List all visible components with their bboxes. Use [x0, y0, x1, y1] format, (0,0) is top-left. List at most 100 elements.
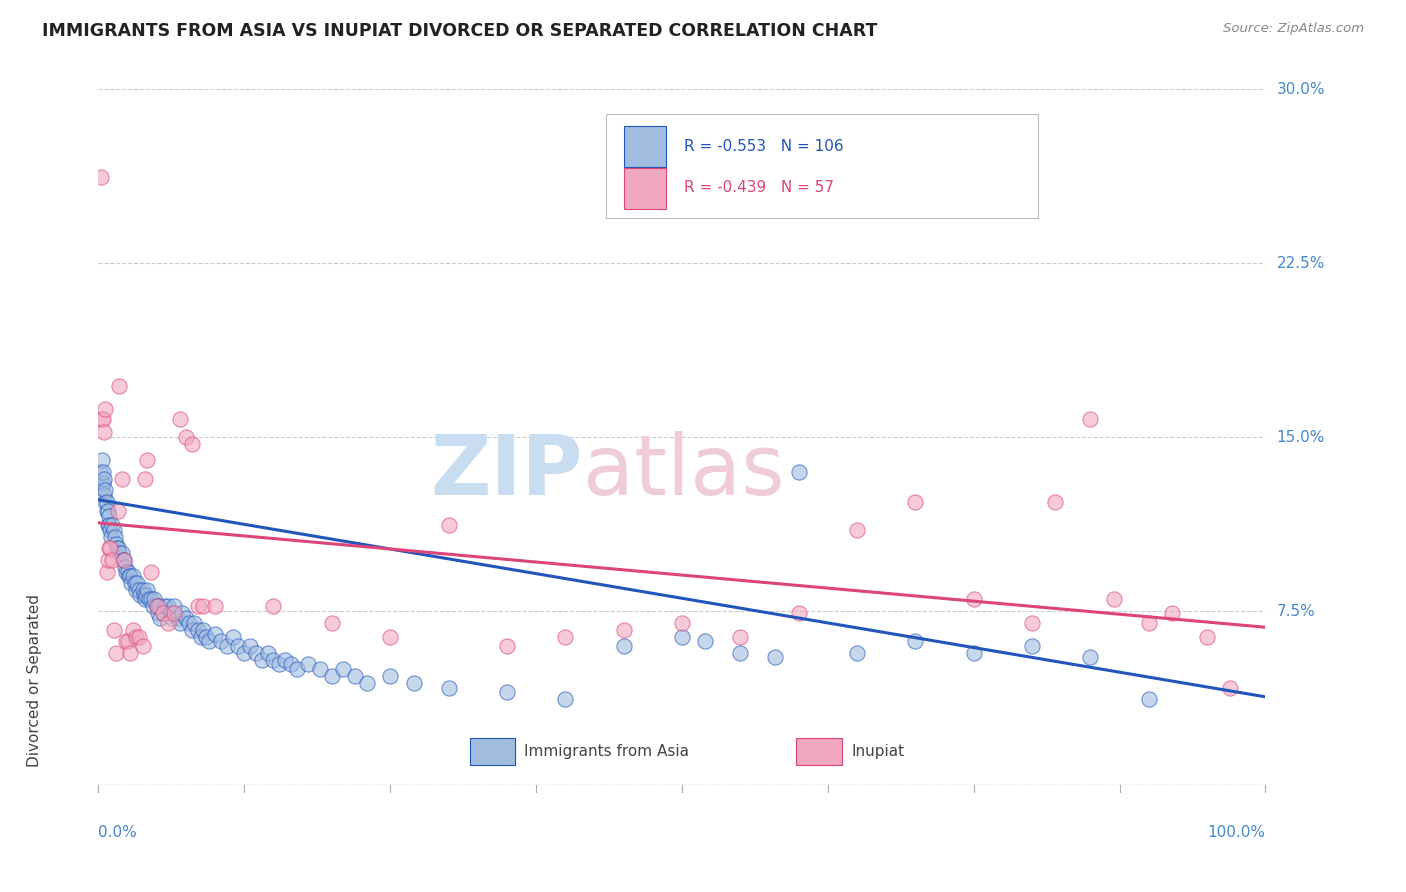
Point: [163, 607, 186, 621]
Point: [132, 639, 155, 653]
Text: ZIP: ZIP: [430, 432, 582, 512]
Point: [142, 599, 165, 614]
Point: [132, 588, 155, 602]
Point: [1137, 615, 1160, 630]
Point: [285, 662, 308, 676]
Point: [91, 465, 114, 479]
Point: [134, 472, 156, 486]
Point: [671, 630, 693, 644]
FancyBboxPatch shape: [796, 738, 842, 765]
Point: [97, 508, 120, 523]
Point: [1137, 692, 1160, 706]
Point: [97, 518, 120, 533]
Point: [94, 483, 117, 498]
Point: [132, 583, 155, 598]
Point: [612, 623, 634, 637]
Point: [96, 504, 118, 518]
Point: [135, 588, 157, 602]
Point: [128, 583, 150, 598]
Point: [157, 615, 180, 630]
Point: [149, 611, 172, 625]
Point: [297, 657, 319, 672]
Point: [262, 653, 284, 667]
Point: [215, 639, 238, 653]
Point: [104, 537, 127, 551]
Point: [91, 476, 114, 491]
Text: R = -0.439   N = 57: R = -0.439 N = 57: [685, 180, 834, 195]
Point: [125, 630, 148, 644]
Point: [117, 634, 139, 648]
Point: [378, 630, 402, 644]
Point: [115, 634, 138, 648]
Point: [1195, 630, 1218, 644]
Point: [1161, 607, 1184, 621]
Point: [97, 504, 120, 518]
Point: [103, 623, 125, 637]
Point: [787, 607, 810, 621]
Point: [612, 639, 634, 653]
Point: [194, 630, 217, 644]
Point: [169, 615, 191, 630]
Point: [233, 646, 256, 660]
Point: [115, 565, 138, 579]
Point: [91, 411, 114, 425]
Point: [239, 639, 262, 653]
Point: [193, 599, 215, 614]
Point: [437, 681, 460, 695]
Point: [180, 437, 202, 451]
Point: [104, 646, 127, 660]
Point: [250, 653, 273, 667]
Point: [495, 639, 517, 653]
Point: [139, 565, 162, 579]
Point: [90, 481, 112, 495]
Point: [93, 425, 115, 440]
Point: [962, 592, 984, 607]
Point: [962, 646, 984, 660]
Point: [187, 599, 209, 614]
Point: [96, 565, 118, 579]
Point: [118, 569, 141, 583]
Point: [98, 541, 121, 556]
Text: 100.0%: 100.0%: [1208, 825, 1265, 840]
Point: [98, 523, 121, 537]
Point: [554, 630, 576, 644]
Point: [136, 583, 159, 598]
Text: Source: ZipAtlas.com: Source: ZipAtlas.com: [1223, 22, 1364, 36]
Point: [695, 634, 717, 648]
Point: [402, 676, 425, 690]
Point: [107, 504, 129, 518]
Point: [787, 465, 810, 479]
Point: [495, 685, 517, 699]
Point: [262, 599, 284, 614]
Point: [209, 634, 232, 648]
Point: [163, 599, 186, 614]
FancyBboxPatch shape: [623, 126, 665, 167]
Point: [112, 553, 135, 567]
Point: [274, 653, 297, 667]
Point: [198, 634, 221, 648]
Point: [159, 607, 181, 621]
Point: [139, 592, 162, 607]
Point: [221, 630, 243, 644]
Text: 22.5%: 22.5%: [1277, 256, 1324, 270]
Point: [280, 657, 302, 672]
Point: [89, 465, 111, 479]
Point: [437, 518, 460, 533]
Point: [179, 615, 201, 630]
Point: [100, 530, 122, 544]
Point: [122, 623, 145, 637]
Point: [112, 553, 135, 567]
Point: [193, 623, 215, 637]
Point: [146, 607, 169, 621]
Point: [90, 453, 112, 467]
Point: [157, 599, 180, 614]
Point: [1021, 615, 1043, 630]
Point: [122, 569, 145, 583]
Text: 0.0%: 0.0%: [98, 825, 138, 840]
Point: [146, 599, 169, 614]
Point: [148, 599, 170, 614]
Point: [845, 523, 868, 537]
Point: [111, 472, 134, 486]
Point: [730, 630, 752, 644]
Point: [129, 588, 152, 602]
